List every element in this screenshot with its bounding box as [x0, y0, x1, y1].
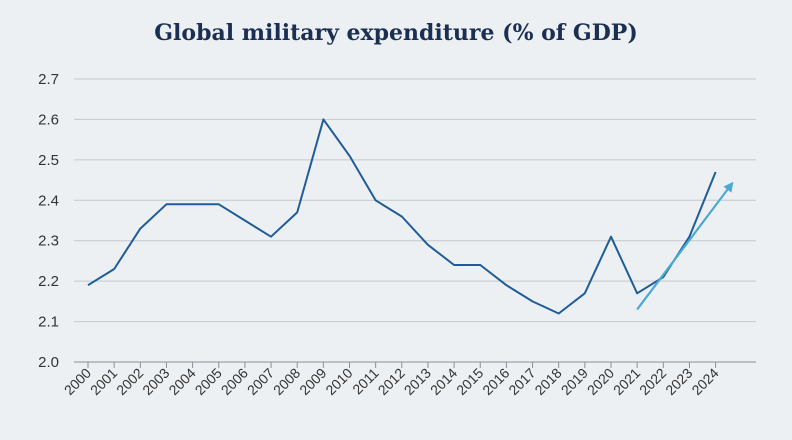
x-tick-label: 2022: [636, 365, 669, 398]
x-tick-label: 2002: [113, 365, 146, 398]
y-tick-label: 2.7: [38, 71, 59, 88]
x-tick-label: 2018: [531, 365, 564, 398]
x-tick-label: 2000: [61, 365, 94, 398]
x-tick-label: 2007: [244, 365, 277, 398]
x-tick-label: 2009: [296, 365, 329, 398]
chart-title: Global military expenditure (% of GDP): [154, 20, 638, 46]
gridlines: [74, 78, 756, 363]
series-line: [87, 118, 717, 315]
x-tick-label: 2016: [479, 365, 512, 398]
x-tick-label: 2021: [610, 365, 643, 398]
x-tick-label: 2020: [584, 365, 617, 398]
y-tick-label: 2.1: [38, 314, 59, 331]
x-tick-label: 2005: [192, 365, 225, 398]
x-tick-label: 2015: [453, 365, 486, 398]
x-tick-label: 2008: [270, 365, 303, 398]
x-tick-label: 2004: [165, 365, 198, 398]
y-tick-label: 2.2: [38, 273, 59, 290]
annotation-layer: [636, 181, 734, 311]
x-tick-label: 2006: [218, 365, 251, 398]
x-tick-label: 2011: [349, 365, 382, 398]
y-tick-label: 2.6: [38, 111, 59, 128]
y-tick-label: 2.5: [38, 152, 59, 169]
x-tick-label: 2001: [87, 365, 120, 398]
x-tick-label: 2012: [375, 365, 408, 398]
y-tick-label: 2.3: [38, 233, 59, 250]
x-tick-label: 2010: [322, 365, 355, 398]
x-tick-label: 2023: [662, 365, 695, 398]
x-tick-label: 2003: [139, 365, 172, 398]
y-axis: 2.0 2.1 2.2 2.3 2.4 2.5 2.6 2.7: [38, 71, 59, 371]
x-tick-label: 2019: [558, 365, 591, 398]
y-tick-label: 2.4: [38, 192, 59, 209]
x-tick-label: 2013: [401, 365, 434, 398]
x-tick-label: 2014: [427, 365, 460, 398]
series-layer: [87, 118, 717, 315]
x-tick-label: 2017: [505, 365, 538, 398]
x-axis: 2000200120022003200420052006200720082009…: [61, 362, 722, 398]
trend-arrow: [636, 181, 734, 311]
y-tick-label: 2.0: [38, 354, 59, 371]
x-tick-label: 2024: [688, 365, 721, 398]
